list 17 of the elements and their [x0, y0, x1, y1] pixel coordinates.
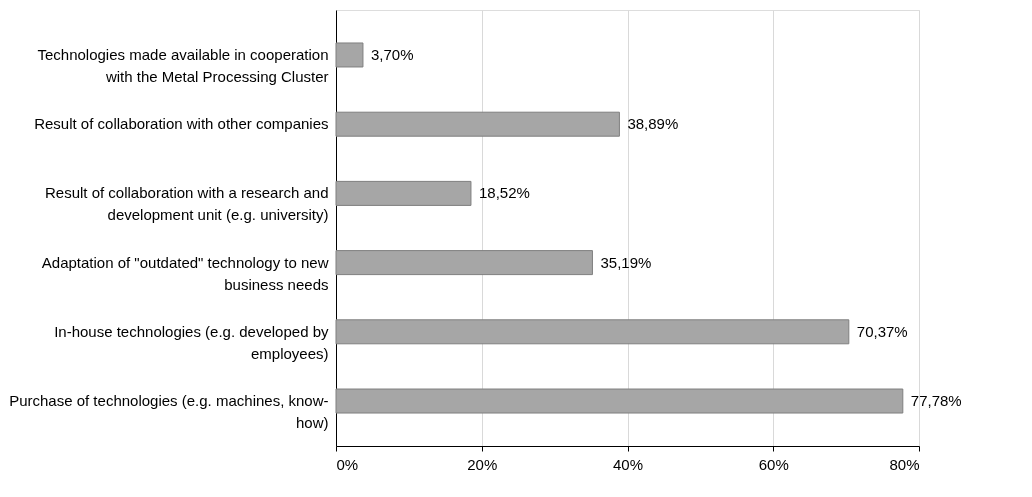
data-label: 18,52%: [478, 184, 530, 202]
x-tick-label: 80%: [889, 455, 920, 473]
y-tick-label: Result of collaboration with other companies: [34, 115, 329, 133]
y-tick-label: In-house technologies (e.g. developed by employees): [54, 322, 329, 362]
x-tick-label: 40%: [612, 455, 644, 473]
y-tick-label: Purchase of technologies (e.g. machines, know-how): [9, 392, 329, 432]
x-tick-label: 20%: [467, 455, 498, 473]
y-tick-label: Technologies made available in cooperation with the Metal Processing Cluster: [37, 45, 329, 85]
y-tick-label: Result of collaboration with a research and development unit (e.g. university): [45, 184, 329, 224]
data-label: 38,89%: [627, 115, 679, 133]
y-tick-label: Adaptation of "outdated" technology to new business needs: [41, 253, 329, 293]
data-label: 77,78%: [910, 392, 962, 410]
data-label: 70,37%: [856, 322, 908, 340]
data-label: 35,19%: [600, 253, 652, 271]
x-tick-label: 60%: [758, 455, 789, 473]
x-tick-label: 0%: [336, 455, 359, 473]
data-label: 3,70%: [370, 45, 414, 63]
